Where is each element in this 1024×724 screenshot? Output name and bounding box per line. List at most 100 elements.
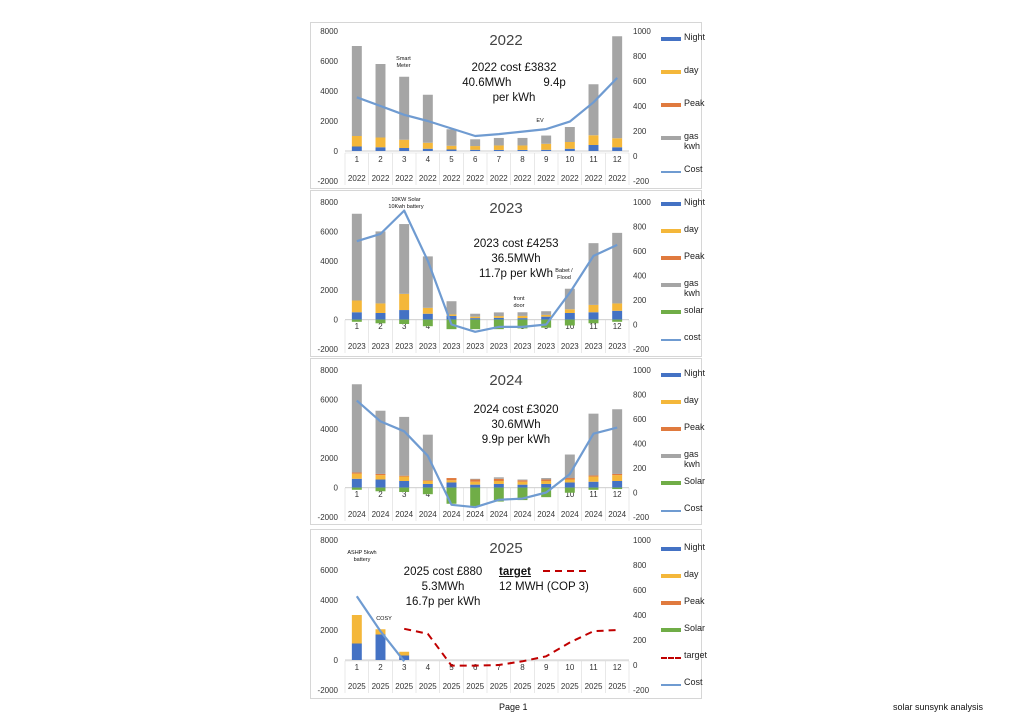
y2-tick-label: 1000 (633, 27, 651, 36)
bar-segment-gas-kwh (470, 139, 481, 147)
bar-segment-gas-kwh (422, 256, 433, 308)
x-tick-label: 11 (589, 490, 598, 499)
bar-segment-peak (399, 475, 410, 477)
legend-swatch (661, 547, 681, 551)
bar-segment-day (446, 480, 457, 483)
bar-segment-gas-kwh (375, 231, 386, 304)
bar-segment-night (375, 147, 386, 151)
bar-segment-peak (351, 472, 362, 474)
bar-segment-gas-kwh (446, 129, 457, 146)
cost-summary-line: 2022 cost £3832 (471, 62, 557, 74)
legend-swatch (661, 229, 681, 233)
bar-segment-night (399, 655, 410, 660)
cost-summary-line: 2023 cost £4253 (473, 238, 559, 250)
y2-tick-label: 400 (633, 272, 647, 281)
legend-swatch (661, 171, 681, 173)
cost-summary-line: 5.3MWh (421, 581, 465, 593)
annotation-ashp-battery: ASHP 5kwh battery (347, 550, 377, 563)
target-text: 12 MWH (COP 3) (499, 581, 589, 593)
legend-label: cost (684, 332, 701, 342)
y-tick-label: 8000 (320, 536, 338, 545)
x-year-label: 2025 (490, 682, 508, 691)
bar-segment-day (399, 293, 410, 311)
bar-segment-night (541, 149, 552, 151)
bar-segment-gas-kwh (470, 313, 481, 317)
x-year-label: 2025 (466, 682, 484, 691)
bar-segment-solar (351, 319, 362, 322)
x-year-label: 2024 (585, 510, 603, 519)
x-year-label: 2025 (561, 682, 579, 691)
y2-tick-label: 800 (633, 223, 647, 232)
bar-segment-night (399, 310, 410, 320)
x-year-label: 2025 (585, 682, 603, 691)
legend-swatch (661, 70, 681, 74)
y2-tick-label: 0 (633, 152, 638, 161)
bar-segment-day (351, 615, 362, 644)
bar-segment-peak (470, 479, 481, 482)
x-year-label: 2023 (608, 342, 626, 351)
x-year-label: 2025 (443, 682, 461, 691)
x-year-label: 2023 (372, 342, 390, 351)
chart-title: 2024 (489, 372, 523, 389)
bar-segment-solar (564, 487, 575, 493)
bar-segment-peak (564, 478, 575, 480)
x-year-label: 2024 (561, 510, 579, 519)
x-tick-label: 2 (378, 663, 383, 672)
bar-segment-solar (612, 319, 623, 322)
legend-label: day (684, 224, 699, 234)
x-tick-label: 3 (402, 322, 407, 331)
bar-segment-solar (564, 319, 575, 326)
x-tick-label: 2 (378, 155, 383, 164)
x-year-label: 2024 (490, 510, 508, 519)
legend-swatch (661, 256, 681, 260)
x-year-label: 2022 (561, 174, 579, 183)
bar-segment-night (351, 312, 362, 320)
bar-segment-day (399, 476, 410, 481)
bar-segment-day (470, 316, 481, 319)
chart-2023-plot: 80006000400020000-200010008006004002000-… (318, 198, 652, 354)
legend-swatch (661, 574, 681, 578)
bar-segment-gas-kwh (351, 213, 362, 301)
y-tick-label: 6000 (320, 395, 338, 404)
bar-segment-night (422, 483, 433, 488)
x-year-label: 2025 (419, 682, 437, 691)
bar-segment-gas-kwh (612, 409, 623, 474)
y2-tick-label: -200 (633, 686, 650, 695)
y-tick-label: 6000 (320, 566, 338, 575)
x-year-label: 2025 (608, 682, 626, 691)
legend-swatch (661, 283, 681, 287)
x-year-label: 2024 (514, 510, 532, 519)
y-tick-label: 0 (334, 484, 339, 493)
bar-segment-day (446, 145, 457, 150)
y-tick-label: 4000 (320, 257, 338, 266)
bar-segment-gas-kwh (493, 477, 504, 479)
bar-segment-gas-kwh (564, 288, 575, 310)
bar-segment-gas-kwh (564, 127, 575, 142)
y-tick-label: -2000 (318, 345, 339, 354)
cost-summary: 2022 cost £3832 40.6MWh 9.4p per kWh (459, 61, 569, 106)
bar-segment-solar (493, 487, 504, 502)
x-tick-label: 1 (355, 663, 360, 672)
cost-summary-line: 36.5MWh (491, 253, 541, 265)
y2-tick-label: 200 (633, 464, 647, 473)
bar-segment-night (351, 643, 362, 660)
legend-label: solar (684, 305, 704, 315)
legend-swatch (661, 510, 681, 512)
y2-tick-label: 0 (633, 489, 638, 498)
x-tick-label: 3 (402, 155, 407, 164)
bar-segment-night (612, 480, 623, 488)
bar-segment-gas-kwh (399, 76, 410, 140)
bar-segment-gas-kwh (375, 64, 386, 138)
bar-segment-night (470, 149, 481, 151)
y-tick-label: 2000 (320, 454, 338, 463)
annotation-solar-battery: 10KW Solar 10Kwh battery (388, 197, 424, 210)
legend-swatch (661, 136, 681, 140)
target-box: target 12 MWH (COP 3) (499, 565, 589, 595)
x-tick-label: 4 (426, 155, 431, 164)
y2-tick-label: -200 (633, 345, 650, 354)
y2-tick-label: 800 (633, 52, 647, 61)
x-year-label: 2022 (490, 174, 508, 183)
x-tick-label: 1 (355, 155, 360, 164)
bar-segment-gas-kwh (517, 479, 528, 481)
target-key-line (543, 570, 591, 572)
